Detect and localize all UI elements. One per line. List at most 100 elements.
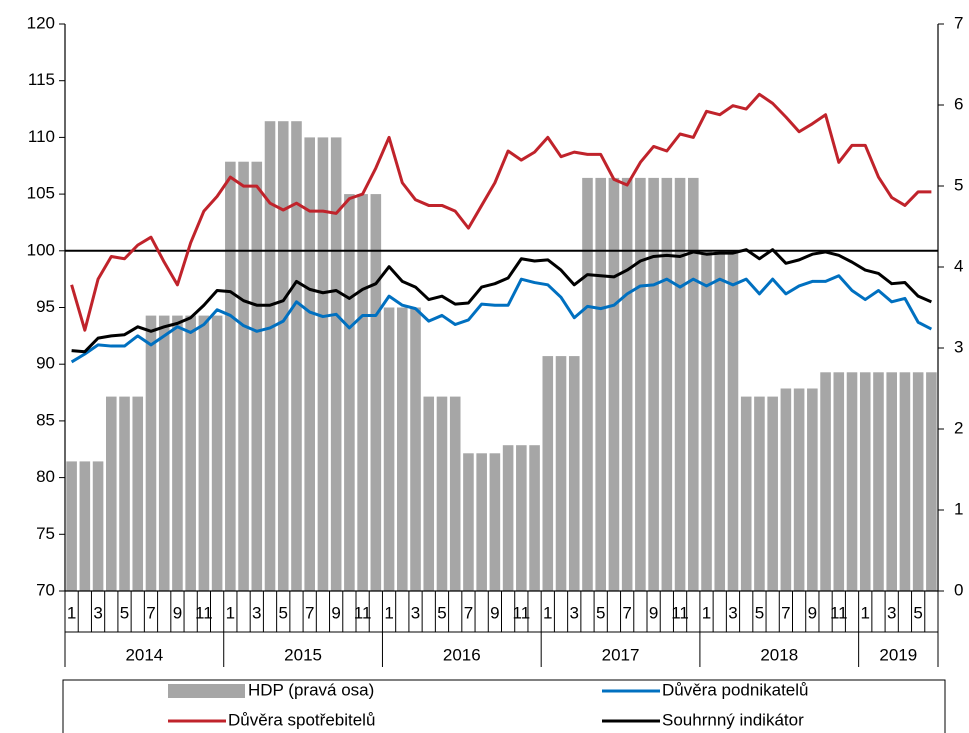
bar xyxy=(740,396,752,591)
bar xyxy=(185,315,196,591)
bar xyxy=(688,177,699,591)
bar xyxy=(780,388,792,591)
y2-tick-label: 1 xyxy=(954,499,963,518)
x-tick-label: 5 xyxy=(913,603,922,622)
bar xyxy=(106,396,117,591)
y-tick-label: 75 xyxy=(36,524,55,543)
x-tick-label: 3 xyxy=(411,603,420,622)
x-group-label: 2019 xyxy=(879,645,917,664)
legend-swatch xyxy=(168,684,245,698)
bar xyxy=(92,461,104,591)
x-tick-label: 5 xyxy=(755,603,764,622)
bar xyxy=(595,177,606,591)
x-tick-label: 7 xyxy=(622,603,631,622)
legend-box xyxy=(62,679,946,733)
x-tick-label: 11 xyxy=(195,603,213,622)
x-tick-label: 9 xyxy=(331,603,340,622)
bar xyxy=(211,315,223,591)
bar xyxy=(225,161,236,591)
bar xyxy=(648,177,659,591)
x-tick-label: 1 xyxy=(226,603,235,622)
bar xyxy=(807,388,818,591)
y2-tick-label: 2 xyxy=(954,418,963,437)
y-tick-label: 100 xyxy=(27,240,55,259)
bar xyxy=(370,194,382,591)
x-tick-label: 5 xyxy=(120,603,129,622)
bar xyxy=(582,177,593,591)
x-tick-label: 1 xyxy=(67,603,76,622)
x-tick-label: 5 xyxy=(279,603,288,622)
bar xyxy=(674,177,686,591)
bar xyxy=(873,372,884,591)
y-tick-label: 90 xyxy=(36,354,55,373)
line-series xyxy=(71,248,932,354)
bar xyxy=(264,121,276,591)
bar xyxy=(859,372,871,591)
bar xyxy=(463,453,474,591)
x-group-label: 2016 xyxy=(443,645,481,664)
x-tick-label: 5 xyxy=(437,603,446,622)
x-tick-label: 9 xyxy=(649,603,658,622)
x-group-label: 2017 xyxy=(602,645,640,664)
y2-tick-label: 5 xyxy=(954,175,963,194)
x-tick-label: 3 xyxy=(252,603,261,622)
bar xyxy=(66,461,77,591)
legend-label: Souhrnný indikátor xyxy=(662,710,804,729)
bar xyxy=(489,453,501,591)
y2-tick-label: 7 xyxy=(954,13,963,32)
legend-label: Důvěra podnikatelů xyxy=(662,680,808,699)
x-tick-label: 5 xyxy=(596,603,605,622)
bar xyxy=(621,177,633,591)
y-tick-label: 105 xyxy=(27,184,55,203)
bar xyxy=(516,445,527,591)
y2-tick-label: 0 xyxy=(954,580,963,599)
bar xyxy=(145,315,157,591)
x-tick-label: 3 xyxy=(93,603,102,622)
bar xyxy=(304,137,315,591)
bar xyxy=(555,356,567,591)
bar xyxy=(238,161,249,591)
bar xyxy=(886,372,897,591)
legend-label: Důvěra spotřebitelů xyxy=(228,710,375,729)
bar xyxy=(357,194,368,591)
bar xyxy=(291,121,302,591)
bar xyxy=(344,194,355,591)
x-tick-label: 7 xyxy=(781,603,790,622)
y2-tick-label: 3 xyxy=(954,337,963,356)
bar xyxy=(899,372,911,591)
bar xyxy=(608,177,620,591)
x-tick-label: 1 xyxy=(702,603,711,622)
bar xyxy=(277,121,289,591)
bar xyxy=(754,396,765,591)
x-tick-label: 3 xyxy=(728,603,737,622)
x-tick-label: 11 xyxy=(830,603,848,622)
y2-tick-label: 4 xyxy=(954,256,963,275)
y-tick-label: 85 xyxy=(36,410,55,429)
y-tick-label: 110 xyxy=(28,127,55,146)
bar xyxy=(79,461,91,591)
x-group-label: 2014 xyxy=(125,645,163,664)
bar xyxy=(926,372,937,591)
x-tick-label: 11 xyxy=(354,603,372,622)
line-series xyxy=(70,274,933,364)
x-tick-label: 1 xyxy=(861,603,870,622)
bar xyxy=(330,137,342,591)
x-tick-label: 3 xyxy=(570,603,579,622)
legend-label: HDP (pravá osa) xyxy=(248,680,374,699)
bar xyxy=(833,372,845,591)
x-group-label: 2015 xyxy=(284,645,322,664)
x-tick-label: 9 xyxy=(490,603,499,622)
bar xyxy=(502,445,514,591)
bar xyxy=(158,315,170,591)
bar xyxy=(714,250,726,592)
bar xyxy=(542,356,554,591)
y-tick-label: 70 xyxy=(36,580,55,599)
x-tick-label: 11 xyxy=(671,603,689,622)
x-tick-label: 7 xyxy=(146,603,155,622)
bar xyxy=(172,315,183,591)
x-tick-label: 3 xyxy=(887,603,896,622)
bar xyxy=(423,396,435,591)
bar xyxy=(397,307,408,591)
bar xyxy=(912,372,924,591)
